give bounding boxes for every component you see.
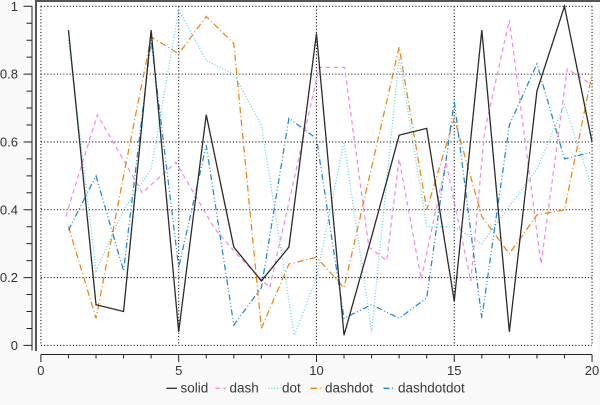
svg-text:10: 10 (309, 363, 323, 378)
svg-text:0: 0 (11, 338, 18, 353)
svg-text:5: 5 (175, 363, 182, 378)
svg-text:20: 20 (585, 363, 599, 378)
svg-text:dash: dash (230, 381, 259, 396)
svg-text:dot: dot (282, 381, 301, 396)
svg-text:dashdot: dashdot (325, 381, 373, 396)
svg-text:1: 1 (11, 0, 18, 14)
svg-text:0.4: 0.4 (0, 202, 18, 217)
svg-text:0.6: 0.6 (0, 134, 18, 149)
svg-text:15: 15 (447, 363, 461, 378)
svg-text:dashdotdot: dashdotdot (398, 381, 465, 396)
svg-text:0.8: 0.8 (0, 67, 18, 82)
svg-text:0.2: 0.2 (0, 270, 18, 285)
svg-text:solid: solid (181, 381, 209, 396)
svg-text:0: 0 (37, 363, 44, 378)
